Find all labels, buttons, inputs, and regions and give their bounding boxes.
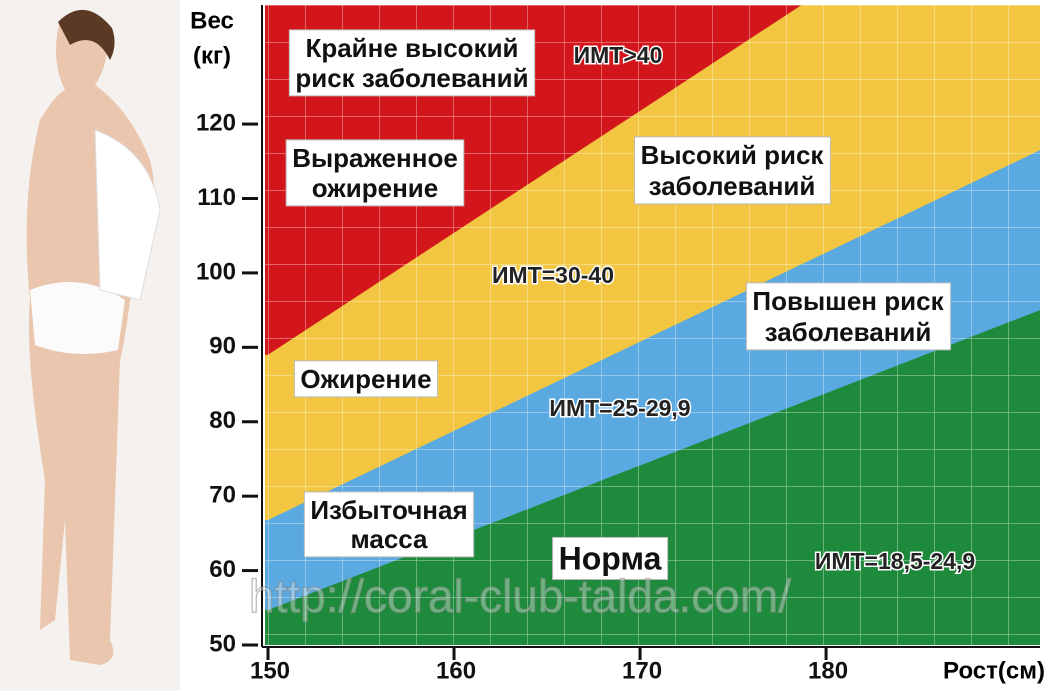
y-tick-label: 120 [196,109,236,136]
annotation-text: Высокий риск [641,140,825,170]
annotation-text: Норма [559,540,662,576]
annotation-text: ожирение [312,173,438,203]
annotation-text: заболеваний [649,171,816,201]
y-tick-label: 80 [209,407,236,434]
y-tick-label: 70 [209,482,236,509]
annotation-text: заболеваний [765,317,932,347]
x-tick-label: 170 [622,657,662,684]
annotation: ИМТ=30-40 [491,261,616,290]
y-tick-label: 50 [209,630,236,657]
annotation-box [745,282,952,351]
annotation: ИМТ=25-29,9 [548,394,692,423]
y-tick-label: 90 [209,333,236,360]
annotation-text: риск заболеваний [295,63,528,93]
annotation-text: Избыточная [310,495,467,525]
annotation: Норма [552,536,669,580]
annotation-text: ИМТ=18,5-24,9 [815,548,975,574]
annotation-text: Выраженное [292,143,458,173]
annotation-box [288,29,536,97]
annotation-text: Повышен риск [752,286,944,316]
annotation-text: ИМТ=30-40 [492,262,614,288]
annotation: Ожирение [293,360,439,398]
annotation-text: Ожирение [300,364,431,394]
y-tick-label: 60 [209,556,236,583]
watermark: http://coral-club-talda.com/ [249,570,791,622]
annotation-text: Крайне высокий [305,33,518,63]
annotation-box [293,360,439,398]
x-tick-label: 180 [808,657,848,684]
y-tick-label: 110 [197,184,236,211]
annotation-text: масса [350,524,428,554]
annotation-box [303,491,475,558]
x-tick-label: 150 [250,657,290,684]
annotation: ИМТ>40 [572,41,664,70]
photo [0,0,180,691]
annotation-box [285,139,465,207]
annotation-box [634,136,831,205]
annotation-text: ИМТ>40 [574,42,663,68]
annotation-box [552,536,669,580]
y-label: (кг) [193,42,231,69]
y-label: Вес [190,7,234,34]
annotation-text: ИМТ=25-29,9 [549,395,690,421]
x-label: Рост(см) [943,657,1045,684]
y-tick-label: 100 [196,258,236,285]
x-tick-label: 160 [436,657,476,684]
annotation: ИМТ=18,5-24,9 [813,547,976,576]
